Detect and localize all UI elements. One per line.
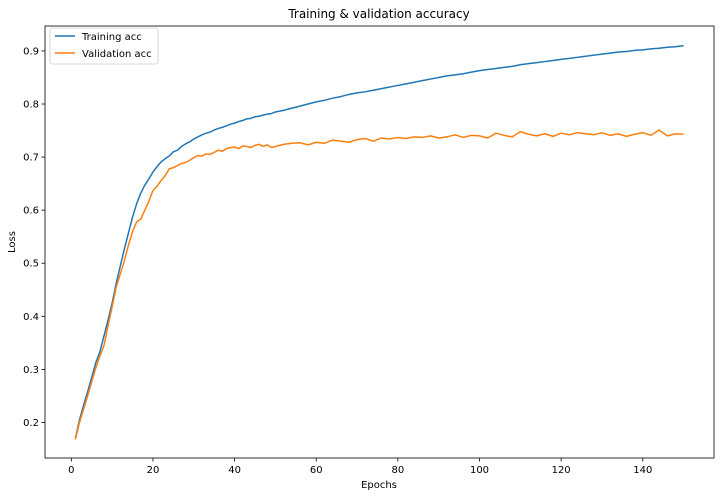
x-tick-label: 120 — [552, 465, 571, 476]
y-tick-label: 0.3 — [23, 365, 39, 376]
y-tick-label: 0.7 — [23, 153, 39, 164]
series-layer — [74, 44, 684, 440]
ticks-layer: 0 20 40 60 80 100 120 140 0.2 0.3 0.4 0.5 0.6 0.7 0.8 0… — [23, 46, 652, 476]
chart-title: Training & validation accuracy — [287, 7, 469, 21]
x-tick-label: 80 — [392, 465, 405, 476]
series-line-training-acc — [74, 44, 684, 439]
series-line-validation-acc — [74, 129, 684, 440]
legend-label-training: Training acc — [81, 32, 142, 43]
x-tick-label: 60 — [310, 465, 323, 476]
y-axis-label: Loss — [7, 231, 18, 253]
y-tick-label: 0.8 — [23, 100, 39, 111]
x-tick-label: 100 — [470, 465, 489, 476]
y-tick-label: 0.2 — [23, 418, 39, 429]
plot-frame — [44, 25, 715, 459]
x-tick-label: 20 — [147, 465, 160, 476]
y-tick-label: 0.9 — [23, 46, 39, 57]
y-tick-label: 0.4 — [23, 312, 39, 323]
legend: Training acc Validation acc — [49, 27, 159, 65]
legend-box — [49, 27, 159, 65]
x-axis-label: Epochs — [361, 480, 397, 491]
x-tick-label: 40 — [228, 465, 241, 476]
x-tick-label: 0 — [68, 465, 74, 476]
x-tick-label: 140 — [633, 465, 652, 476]
y-tick-label: 0.5 — [23, 259, 39, 270]
y-tick-label: 0.6 — [23, 206, 39, 217]
plot-area — [45, 26, 714, 458]
legend-label-validation: Validation acc — [82, 49, 152, 60]
